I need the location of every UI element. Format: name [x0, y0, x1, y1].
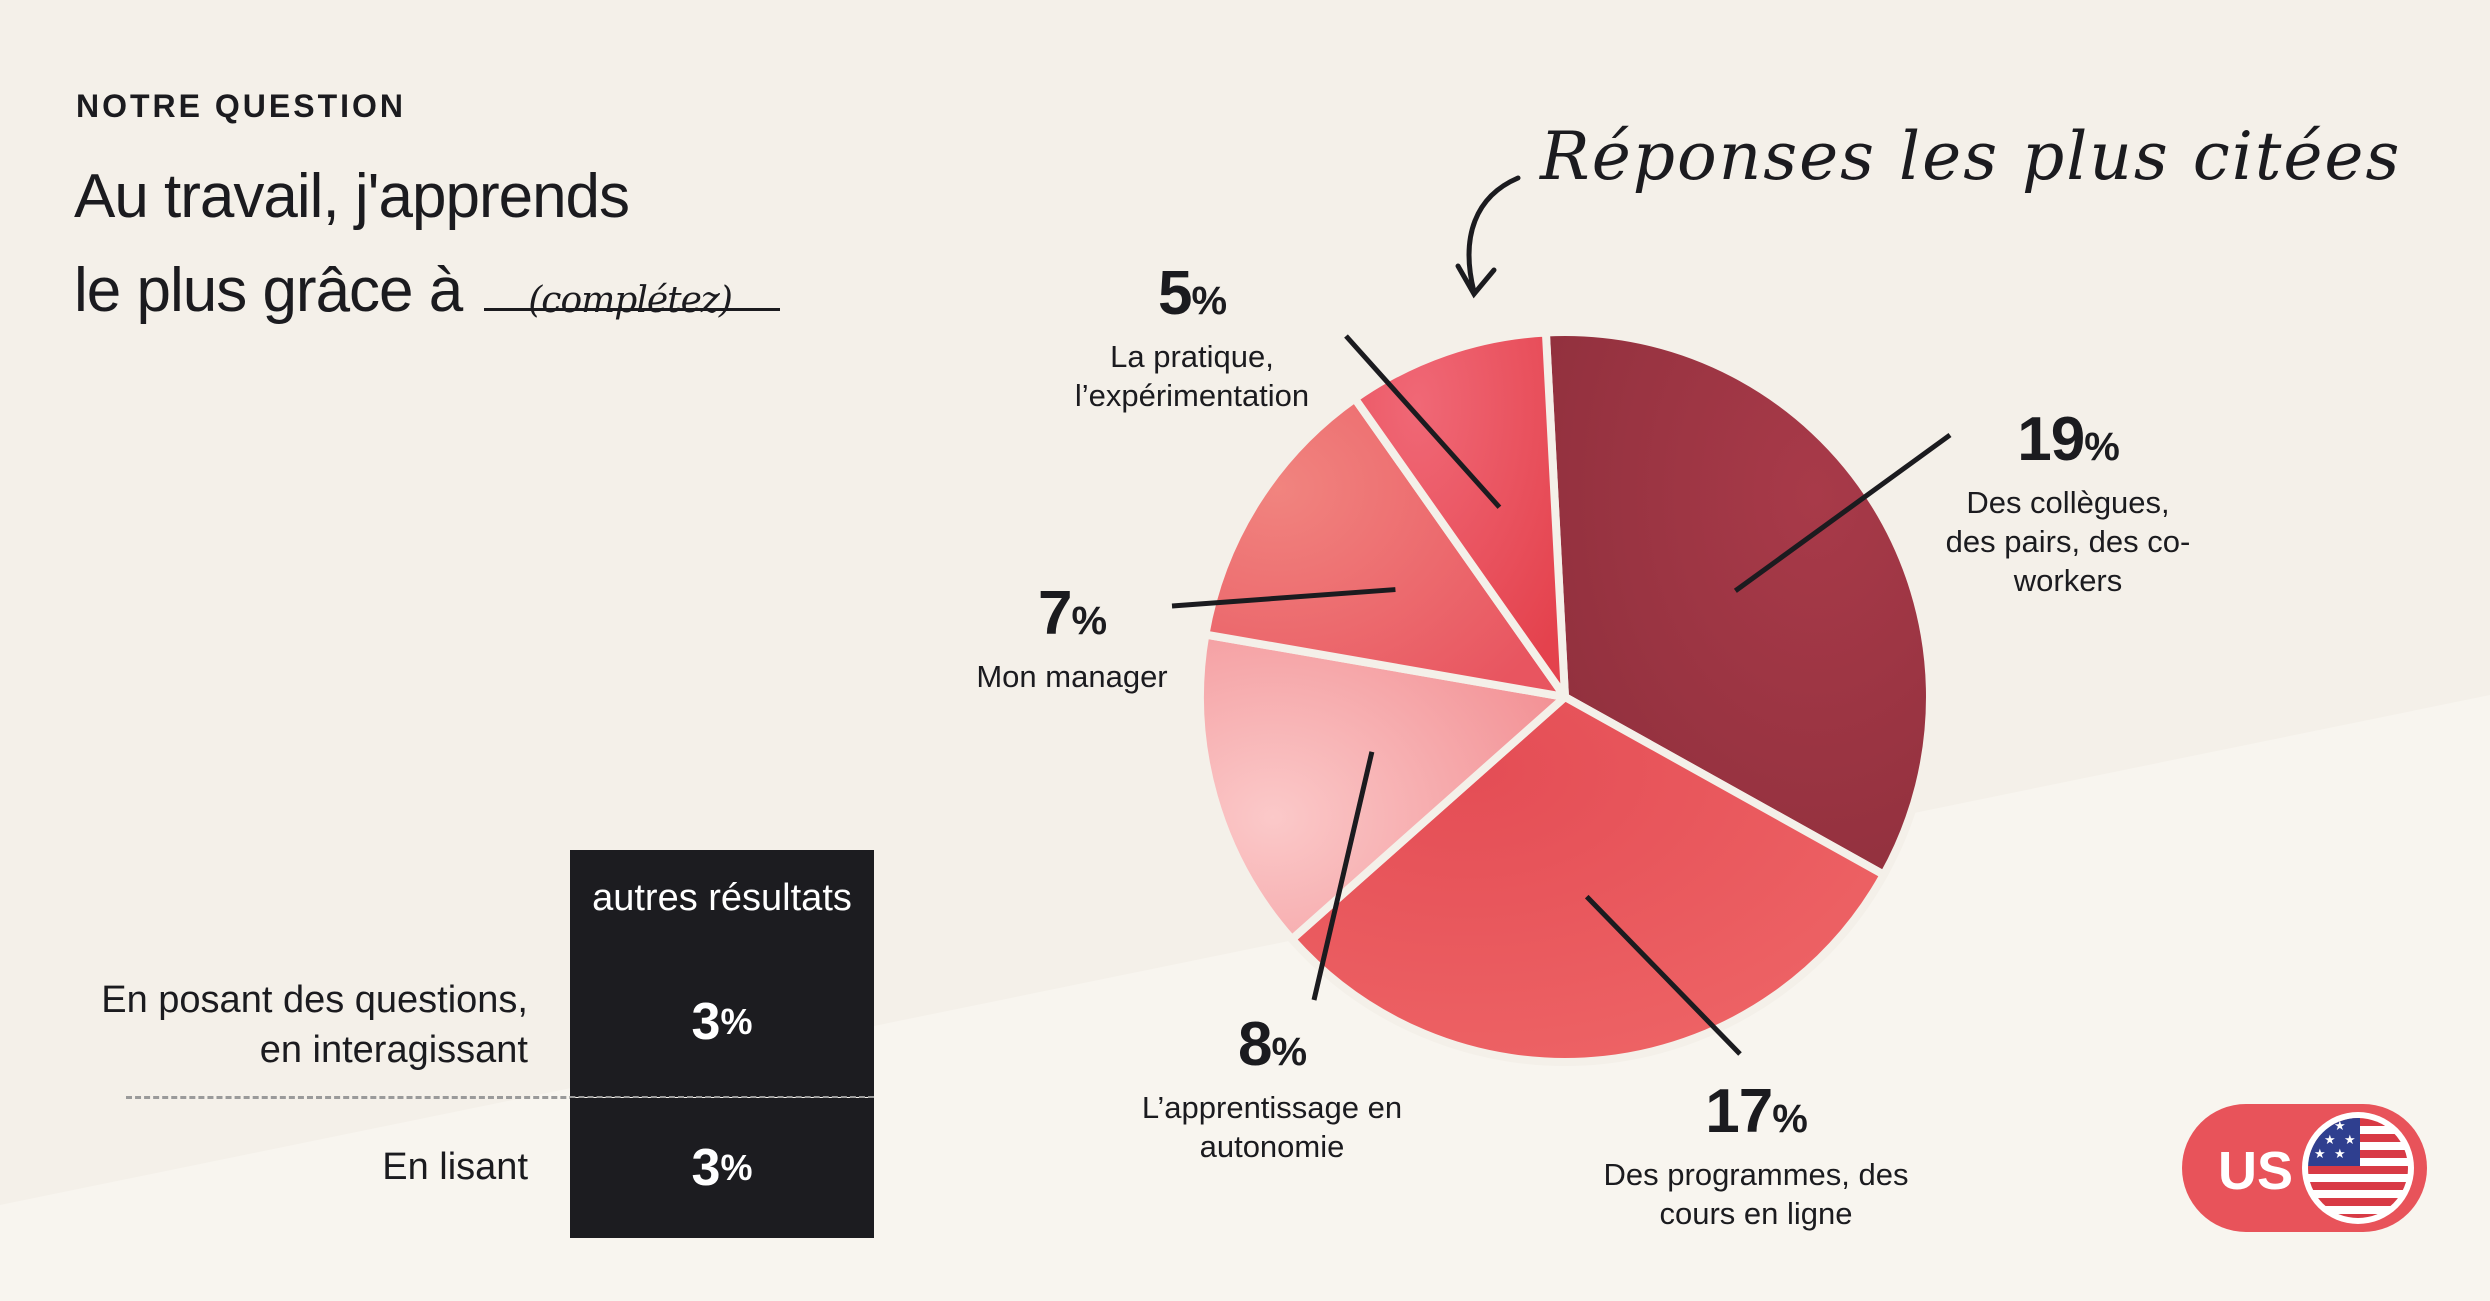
slice-percent-value: 8 [1237, 1010, 1272, 1079]
others-row-label-line: En lisant [382, 1146, 528, 1188]
slice-description-line: cours en ligne [1659, 1196, 1853, 1231]
others-row-questions: En posant des questions, en interagissan… [60, 947, 874, 1097]
slice-percent-sign: % [1191, 279, 1227, 323]
slice-percent-sign: % [1772, 1097, 1808, 1141]
svg-text:★: ★ [2334, 1147, 2346, 1162]
others-row-value: 3% [570, 947, 874, 1097]
pie-slice [1196, 630, 1569, 944]
question-title-line-1: Au travail, j'apprends [74, 162, 630, 231]
fill-in-blank: (complétez) [484, 248, 781, 321]
pie-slice [1287, 693, 1888, 1066]
slice-percent: 5% [1075, 262, 1309, 333]
slice-percent-value: 19 [2017, 405, 2085, 474]
annotation-arrow [1455, 175, 1521, 299]
slice-description-line: autonomie [1199, 1129, 1345, 1164]
slice-percent-sign: % [1271, 1030, 1307, 1074]
others-row-label: En posant des questions, en interagissan… [101, 975, 528, 1075]
slice-percent: 19% [1946, 408, 2191, 479]
leader-line [1584, 894, 1742, 1056]
others-header: autres résultats [570, 850, 874, 947]
slice-label: 5% La pratique, l’expérimentation [1075, 262, 1309, 415]
svg-text:★: ★ [2324, 1133, 2336, 1148]
slice-label: 8% L’apprentissage en autonomie [1142, 1013, 1402, 1166]
leader-line [1311, 751, 1375, 1001]
slice-description: La pratique, l’expérimentation [1075, 337, 1309, 415]
slice-percent-sign: % [1071, 599, 1107, 643]
slice-description: Des collègues, des pairs, des co-workers [1946, 483, 2191, 600]
pie-slice [1350, 328, 1569, 701]
pie-slices [1196, 328, 1934, 1066]
slice-description-line: L’apprentissage en [1141, 1090, 1403, 1125]
us-flag-icon: ★ ★ ★ ★ ★ ★ [2302, 1112, 2414, 1224]
svg-text:★: ★ [2334, 1119, 2346, 1134]
slice-label: 19% Des collègues, des pairs, des co-worke… [1946, 408, 2191, 600]
others-value-number: 3 [691, 1139, 721, 1197]
slice-description: Mon manager [976, 657, 1167, 696]
others-row-value: 3% [570, 1098, 874, 1238]
others-value-number: 3 [691, 993, 721, 1051]
slice-description-line: l’expérimentation [1074, 378, 1310, 413]
eyebrow-label: NOTRE QUESTION [76, 88, 407, 124]
annotation-title: Réponses les plus citées [1540, 118, 2402, 195]
leader-line [1171, 587, 1396, 609]
others-value-sign: % [720, 1147, 753, 1188]
others-row-label: En lisant [382, 1142, 528, 1192]
slice-label: 7% Mon manager [976, 582, 1167, 696]
slice-percent: 17% [1604, 1080, 1909, 1151]
slice-description-line: workers [2013, 563, 2123, 598]
leader-line [1733, 432, 1952, 593]
slice-description-line: des pairs, des co- [1945, 524, 2191, 559]
pie-slice [1201, 394, 1569, 701]
question-title-line-2-text: le plus grâce à [74, 256, 463, 325]
slice-description: Des programmes, des cours en ligne [1604, 1155, 1909, 1233]
slice-percent-value: 17 [1705, 1077, 1773, 1146]
slice-percent-value: 7 [1037, 579, 1072, 648]
slice-description: L’apprentissage en autonomie [1142, 1088, 1402, 1166]
svg-text:★: ★ [2344, 1133, 2356, 1148]
question-title-line-2: le plus grâce à (complétez) [74, 244, 781, 338]
leader-line [1344, 334, 1502, 509]
others-row-label-line: En posant des questions, [101, 979, 528, 1021]
country-code: US [2218, 1141, 2294, 1201]
slice-percent: 8% [1142, 1013, 1402, 1084]
slice-description-line: Des collègues, [1966, 485, 2170, 520]
question-title: Au travail, j'apprends le plus grâce à (c… [74, 150, 781, 338]
others-row-label-line: en interagissant [259, 1029, 528, 1071]
slice-description-line: La pratique, [1110, 339, 1274, 374]
slice-label: 17% Des programmes, des cours en ligne [1604, 1080, 1909, 1233]
others-row-reading: En lisant 3% [60, 1098, 874, 1238]
country-badge: US ★ ★ ★ ★ ★ ★ [2182, 1104, 2427, 1232]
others-value-sign: % [720, 1001, 753, 1042]
slice-description-line: Des programmes, des [1603, 1157, 1909, 1192]
row-divider [126, 1096, 874, 1099]
slice-percent-value: 5 [1157, 259, 1192, 328]
slice-percent: 7% [976, 582, 1167, 653]
blank-hint: (complétez) [528, 280, 733, 321]
svg-text:★: ★ [2314, 1147, 2326, 1162]
slice-percent-sign: % [2084, 425, 2120, 469]
leader-lines [1171, 175, 1952, 1056]
slice-description-line: Mon manager [976, 659, 1168, 694]
